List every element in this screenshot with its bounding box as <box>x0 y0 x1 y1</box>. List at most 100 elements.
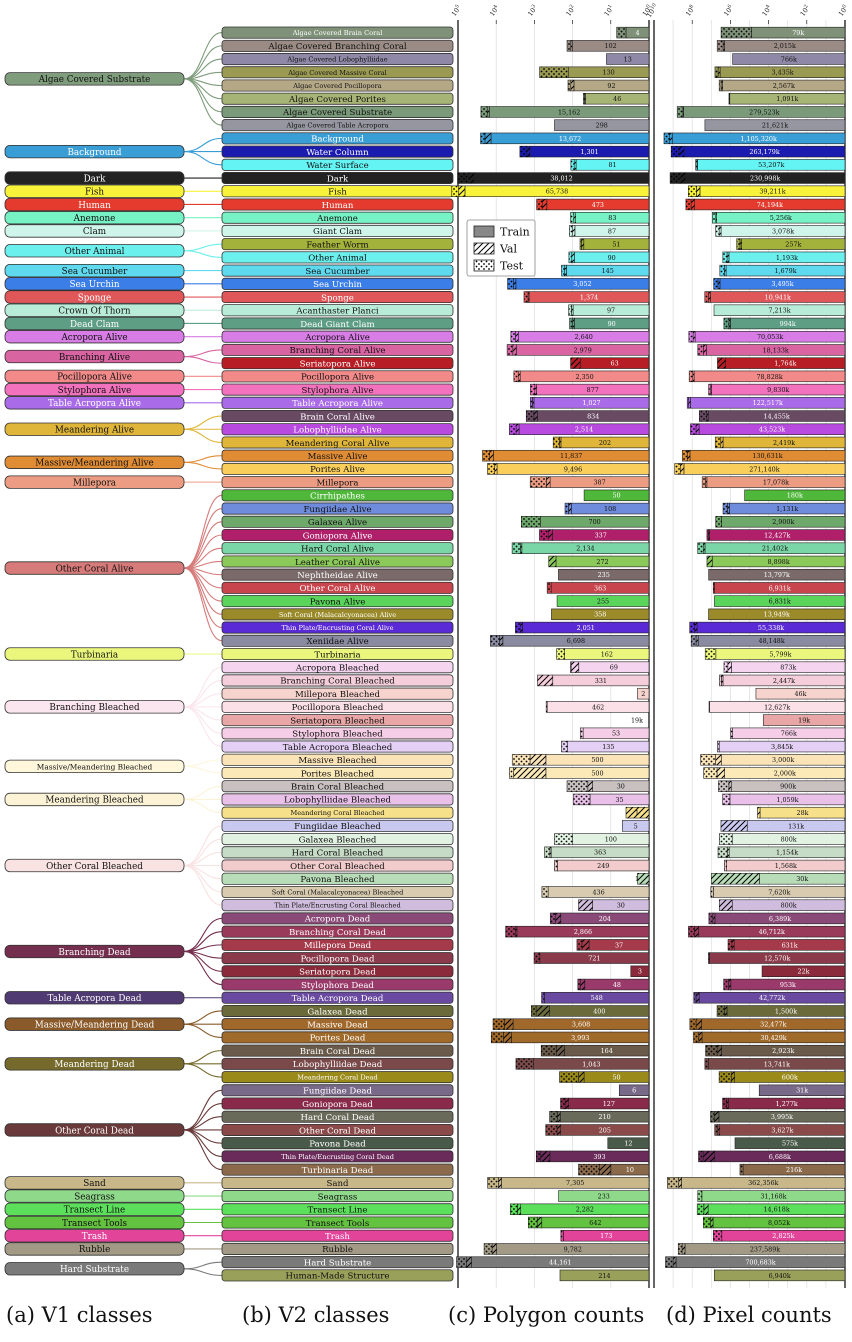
bar-value-label: 5,799k <box>769 650 791 658</box>
connector-line <box>183 798 223 814</box>
bar-value-label: 235 <box>598 571 610 579</box>
bar-test-dots <box>721 27 752 39</box>
bar-val-hatch <box>599 1164 611 1176</box>
bar-test-dots <box>507 344 513 356</box>
v2-class-label: Brain Coral Bleached <box>291 783 385 793</box>
bar-value-label: 2,825k <box>772 1232 794 1240</box>
bar-val-hatch <box>534 384 537 395</box>
bar-value-label: 1,059k <box>776 796 798 804</box>
v1-class-label: Seagrass <box>74 1192 115 1202</box>
v2-class-box <box>221 555 454 568</box>
bar-value-label: 13,672 <box>559 135 581 143</box>
v2-class-label: Branching Coral Dead <box>289 928 387 938</box>
bar-test-dots <box>547 582 552 594</box>
bar-val-hatch <box>708 529 710 541</box>
bar-test-dots <box>697 1203 704 1215</box>
v1-class-box <box>4 759 185 774</box>
v2-class-box <box>221 53 454 66</box>
connector-line <box>183 917 223 953</box>
bar-val-hatch <box>721 80 723 91</box>
v2-class-box <box>221 621 454 634</box>
connector-line <box>183 428 223 444</box>
bar-value-label: 7,213k <box>768 307 790 315</box>
v2-class-box <box>221 396 454 409</box>
bar-value-label: 362,356k <box>748 1179 778 1187</box>
bar-test-dots <box>512 754 531 766</box>
bar-val-hatch <box>556 1045 565 1057</box>
v1-class-label: Sand <box>83 1179 106 1189</box>
bar-train <box>618 1084 650 1097</box>
v2-class-label: Lobophylliidae Bleached <box>284 796 392 806</box>
v2-class-box <box>221 661 454 674</box>
bar-val-hatch <box>503 1032 512 1043</box>
v2-class-label: Stylophora Alive <box>302 386 374 396</box>
bar-test-dots <box>702 476 706 488</box>
bar-value-label: 5,256k <box>770 214 792 222</box>
v1-class-label: Other Animal <box>65 247 125 257</box>
caption-v1: (a) V1 classes <box>6 1303 153 1327</box>
bar-test-dots <box>674 463 681 475</box>
v2-class-label: Algae Covered Massive Coral <box>287 69 387 77</box>
bar-value-label: 500 <box>591 756 603 764</box>
v2-class-label: Human <box>322 201 354 211</box>
bar-val-hatch <box>712 913 716 924</box>
v2-class-box <box>221 423 454 436</box>
v1-class-label: Anemone <box>73 214 116 224</box>
bar-test-dots <box>580 238 582 250</box>
bar-value-label: 55,338k <box>758 624 784 632</box>
caption-pixel: (d) Pixel counts <box>666 1303 832 1327</box>
bar-test-dots <box>698 1150 704 1162</box>
bar-train <box>708 608 846 621</box>
v2-class-box <box>221 238 454 251</box>
bar-value-label: 90 <box>608 320 616 328</box>
v2-class-box <box>221 66 454 79</box>
v1-class-box <box>4 1123 185 1137</box>
connector-line <box>183 1261 223 1270</box>
connector-line <box>183 137 223 153</box>
v2-class-box <box>221 26 454 39</box>
bar-test-dots <box>546 701 548 713</box>
bar-test-dots <box>717 40 724 52</box>
v2-class-box <box>221 105 454 118</box>
bar-test-dots <box>573 794 591 805</box>
bar-value-label: 2,567k <box>773 82 795 90</box>
v2-class-box <box>221 304 454 317</box>
bar-value-label: 721 <box>588 954 600 962</box>
v2-class-box <box>221 1216 454 1229</box>
bar-test-dots <box>723 979 729 990</box>
bar-value-label: 83 <box>608 214 616 222</box>
bar-val-hatch <box>555 913 561 924</box>
v1-class-label: Massive/Meandering Bleached <box>37 763 153 772</box>
v1-class-box <box>4 144 185 159</box>
bar-val-hatch <box>717 767 725 779</box>
bar-test-dots <box>507 278 514 290</box>
bar-value-label: 30 <box>617 902 625 910</box>
v1-class-box <box>4 1057 185 1071</box>
v1-class-box <box>4 455 185 469</box>
v2-class-box <box>221 317 454 330</box>
v2-class-label: Porites Dead <box>310 1034 366 1044</box>
bar-test-dots <box>487 1177 499 1189</box>
v2-class-box <box>221 198 454 211</box>
v2-class-box <box>221 489 454 502</box>
v2-class-box <box>221 515 454 528</box>
bar-value-label: 14,455k <box>764 412 790 420</box>
bar-value-label: 162 <box>601 650 613 658</box>
v2-class-box <box>221 740 454 753</box>
bar-test-dots <box>719 80 722 91</box>
v2-class-box <box>221 145 454 158</box>
v1-class-box <box>4 561 185 575</box>
bar-test-dots <box>723 503 728 514</box>
bar-val-hatch <box>520 622 523 633</box>
v2-class-label: Millepora <box>316 478 358 488</box>
bar-value-label: 834 <box>587 412 599 420</box>
v2-class-box <box>221 291 454 304</box>
connector-line <box>183 706 223 748</box>
bar-value-label: 214 <box>598 1272 610 1280</box>
bar-value-label: 78,828k <box>756 373 782 381</box>
bar-val-hatch <box>520 542 522 554</box>
bar-train <box>758 1084 846 1097</box>
bar-value-label: 102 <box>605 42 617 50</box>
v1-class-box <box>4 1262 185 1276</box>
